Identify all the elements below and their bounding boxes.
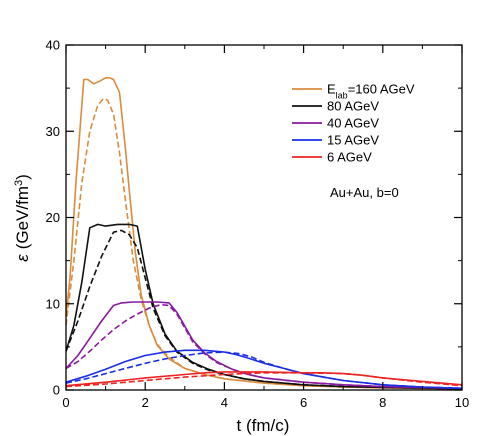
collision-annotation: Au+Au, b=0: [330, 185, 399, 200]
y-axis-title: ε (GeV/fm3): [13, 174, 32, 262]
series-line-2-solid: [65, 223, 463, 390]
x-axis-title: t (fm/c): [237, 416, 290, 435]
y-axis-units: (GeV/fm: [13, 186, 32, 249]
ticks-layer: 0 2 4 6 8 10 0 10 20 30 40: [46, 38, 470, 411]
y-tick-label: 20: [46, 210, 60, 225]
y-axis-units-close: ): [13, 174, 32, 180]
y-tick-label: 40: [46, 38, 60, 53]
plot-frame: [65, 44, 463, 391]
y-axis-symbol: ε: [13, 254, 32, 262]
series-line-1-dashed: [65, 97, 463, 390]
x-tick-label: 2: [142, 395, 149, 410]
x-tick-label: 0: [62, 395, 69, 410]
legend-label-4: 6 AGeV: [327, 150, 372, 165]
x-tick-label: 4: [221, 395, 228, 410]
x-tick-label: 6: [300, 395, 307, 410]
series-line-4-solid: [65, 301, 463, 390]
series-line-0-solid: [65, 77, 463, 390]
series-line-3-dashed: [65, 229, 463, 390]
y-tick-label: 30: [46, 124, 60, 139]
legend-label-1: 80 AGeV: [327, 99, 379, 114]
legend-label-2: 40 AGeV: [327, 116, 379, 131]
series-layer: [65, 77, 463, 390]
series-line-9-dashed: [65, 372, 463, 388]
legend-label-0: Elab=160 AGeV: [327, 82, 415, 101]
series-line-5-dashed: [65, 303, 463, 390]
y-tick-label: 0: [53, 383, 60, 398]
x-tick-label: 10: [455, 395, 469, 410]
legend-label-3: 15 AGeV: [327, 133, 379, 148]
series-line-7-dashed: [65, 351, 463, 390]
y-tick-label: 10: [46, 296, 60, 311]
y-axis-units-exponent: 3: [13, 180, 25, 186]
x-tick-label: 8: [379, 395, 386, 410]
